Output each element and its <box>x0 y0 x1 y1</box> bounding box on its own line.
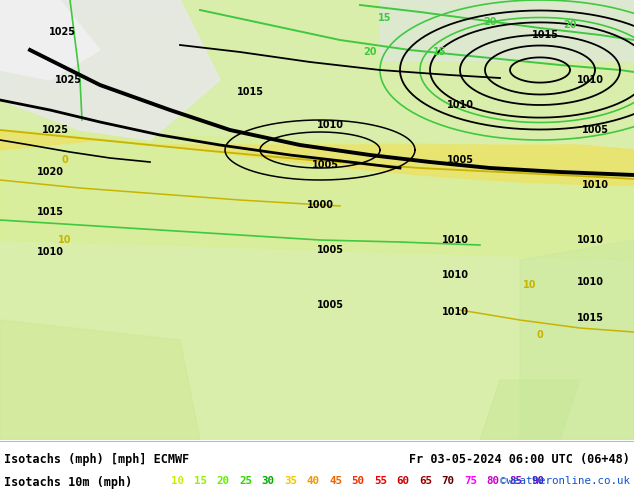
Text: 15: 15 <box>378 13 392 23</box>
Text: 1025: 1025 <box>55 75 82 85</box>
Text: 1025: 1025 <box>41 125 68 135</box>
Polygon shape <box>480 380 580 440</box>
Polygon shape <box>380 0 634 60</box>
Text: 10: 10 <box>172 476 184 486</box>
Polygon shape <box>0 130 634 185</box>
Text: 1015: 1015 <box>37 207 63 217</box>
Text: 65: 65 <box>419 476 432 486</box>
Text: Fr 03-05-2024 06:00 UTC (06+48): Fr 03-05-2024 06:00 UTC (06+48) <box>409 453 630 466</box>
Text: 1010: 1010 <box>576 75 604 85</box>
Polygon shape <box>0 0 634 440</box>
Text: 50: 50 <box>351 476 365 486</box>
Text: ©weatheronline.co.uk: ©weatheronline.co.uk <box>500 476 630 486</box>
Text: 30: 30 <box>261 476 275 486</box>
Text: 90: 90 <box>531 476 545 486</box>
Text: 75: 75 <box>464 476 477 486</box>
Text: 1005: 1005 <box>311 160 339 170</box>
Text: 20: 20 <box>563 20 577 30</box>
Text: 1015: 1015 <box>531 30 559 40</box>
Text: 0: 0 <box>536 330 543 340</box>
Text: 20: 20 <box>216 476 230 486</box>
Polygon shape <box>0 0 100 80</box>
Polygon shape <box>0 0 634 440</box>
Text: 1000: 1000 <box>306 200 333 210</box>
Text: 1020: 1020 <box>37 167 63 177</box>
Polygon shape <box>0 320 200 440</box>
Text: 1005: 1005 <box>316 245 344 255</box>
Polygon shape <box>0 130 634 260</box>
Text: 25: 25 <box>239 476 252 486</box>
Text: 20: 20 <box>483 17 497 27</box>
Text: 15: 15 <box>433 47 447 57</box>
Text: 1010: 1010 <box>441 270 469 280</box>
Text: 35: 35 <box>284 476 297 486</box>
Text: 1010: 1010 <box>446 100 474 110</box>
Text: 1005: 1005 <box>446 155 474 165</box>
Text: 1010: 1010 <box>316 120 344 130</box>
Text: 1025: 1025 <box>48 27 75 37</box>
Text: 70: 70 <box>441 476 455 486</box>
Text: 1010: 1010 <box>576 277 604 287</box>
Text: 1015: 1015 <box>236 87 264 97</box>
Text: 1010: 1010 <box>37 247 63 257</box>
Polygon shape <box>0 0 220 140</box>
Text: 60: 60 <box>396 476 410 486</box>
Text: 10: 10 <box>58 235 72 245</box>
Text: 55: 55 <box>374 476 387 486</box>
Text: 1010: 1010 <box>441 307 469 317</box>
Text: 10: 10 <box>523 280 537 290</box>
Text: 1015: 1015 <box>576 313 604 323</box>
Text: 1005: 1005 <box>581 125 609 135</box>
Text: 85: 85 <box>509 476 522 486</box>
Text: Isotachs 10m (mph): Isotachs 10m (mph) <box>4 476 133 489</box>
Text: 15: 15 <box>194 476 207 486</box>
Text: 1010: 1010 <box>581 180 609 190</box>
Text: 1010: 1010 <box>441 235 469 245</box>
Text: 20: 20 <box>363 47 377 57</box>
Text: 80: 80 <box>486 476 500 486</box>
Text: 40: 40 <box>306 476 320 486</box>
Text: 0: 0 <box>61 155 68 165</box>
Text: 45: 45 <box>329 476 342 486</box>
Text: 1005: 1005 <box>316 300 344 310</box>
Polygon shape <box>520 240 634 440</box>
Text: 1010: 1010 <box>576 235 604 245</box>
Text: Isotachs (mph) [mph] ECMWF: Isotachs (mph) [mph] ECMWF <box>4 453 190 466</box>
